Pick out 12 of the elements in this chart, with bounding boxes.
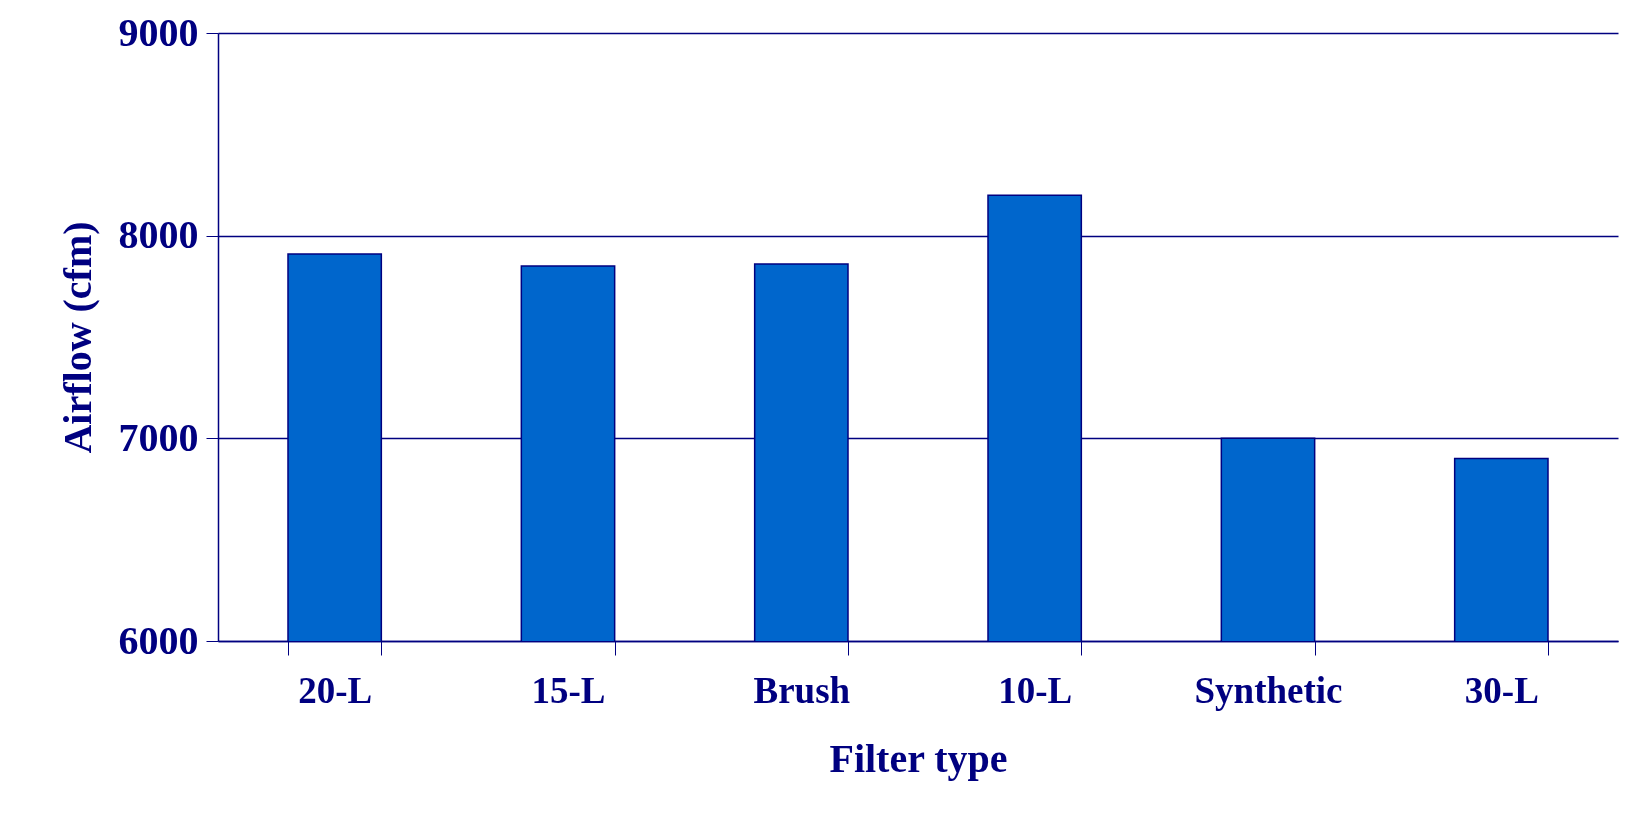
y-axis-title: Airflow (cfm) <box>54 221 100 454</box>
x-tick-label: 20-L <box>298 669 373 711</box>
x-tick-label: 15-L <box>531 669 606 711</box>
y-tick-label: 8000 <box>118 212 199 258</box>
x-axis-title: Filter type <box>829 735 1008 781</box>
y-tick-label: 6000 <box>118 617 199 663</box>
y-tick-label: 9000 <box>118 9 199 55</box>
x-tick-label: 30-L <box>1464 669 1539 711</box>
x-tick-label: 10-L <box>998 669 1073 711</box>
x-tick-label: Synthetic <box>1194 669 1343 711</box>
y-tick-label: 7000 <box>118 414 199 460</box>
x-tick-label: Brush <box>753 669 851 711</box>
